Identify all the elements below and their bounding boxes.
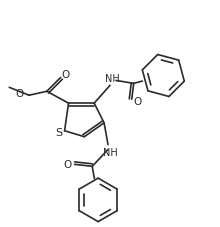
Text: S: S xyxy=(55,127,62,137)
Text: O: O xyxy=(61,69,70,79)
Text: O: O xyxy=(134,97,142,107)
Text: O: O xyxy=(63,160,72,170)
Text: NH: NH xyxy=(103,148,117,158)
Text: O: O xyxy=(16,89,24,99)
Text: NH: NH xyxy=(104,74,119,84)
